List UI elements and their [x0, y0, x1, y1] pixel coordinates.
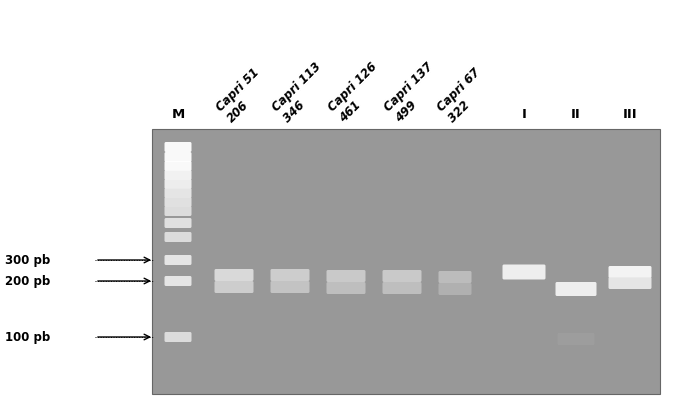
FancyBboxPatch shape [165, 171, 192, 180]
FancyBboxPatch shape [382, 282, 422, 294]
Text: Capri 113
346: Capri 113 346 [270, 60, 335, 125]
FancyBboxPatch shape [271, 269, 309, 281]
FancyBboxPatch shape [558, 333, 594, 345]
Text: III: III [623, 108, 637, 121]
FancyBboxPatch shape [165, 189, 192, 199]
Text: Capri 51
206: Capri 51 206 [214, 66, 273, 125]
Text: Capri 126
461: Capri 126 461 [326, 60, 390, 125]
FancyBboxPatch shape [382, 271, 422, 282]
FancyBboxPatch shape [165, 233, 192, 242]
FancyBboxPatch shape [165, 153, 192, 163]
FancyBboxPatch shape [439, 271, 471, 283]
FancyBboxPatch shape [165, 276, 192, 286]
FancyBboxPatch shape [165, 255, 192, 266]
FancyBboxPatch shape [165, 142, 192, 153]
Text: M: M [171, 108, 185, 121]
Text: Capri 67
322: Capri 67 322 [435, 66, 494, 125]
FancyBboxPatch shape [326, 271, 366, 282]
Text: 100 pb: 100 pb [5, 331, 50, 344]
FancyBboxPatch shape [165, 197, 192, 207]
FancyBboxPatch shape [165, 332, 192, 342]
FancyBboxPatch shape [165, 206, 192, 216]
FancyBboxPatch shape [439, 283, 471, 295]
FancyBboxPatch shape [165, 218, 192, 228]
FancyBboxPatch shape [556, 282, 596, 296]
FancyBboxPatch shape [165, 161, 192, 171]
Text: 300 pb: 300 pb [5, 254, 50, 267]
Text: I: I [522, 108, 526, 121]
FancyBboxPatch shape [165, 180, 192, 190]
Text: 200 pb: 200 pb [5, 275, 50, 288]
Text: II: II [571, 108, 581, 121]
FancyBboxPatch shape [609, 266, 651, 278]
Text: Capri 137
499: Capri 137 499 [382, 60, 447, 125]
Bar [152, 130, 660, 394]
FancyBboxPatch shape [503, 265, 545, 280]
FancyBboxPatch shape [214, 269, 254, 281]
FancyBboxPatch shape [271, 281, 309, 293]
FancyBboxPatch shape [326, 282, 366, 294]
FancyBboxPatch shape [609, 277, 651, 289]
FancyBboxPatch shape [214, 281, 254, 293]
